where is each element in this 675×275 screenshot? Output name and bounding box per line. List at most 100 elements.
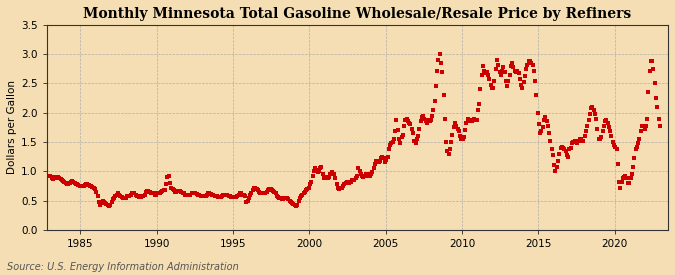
Point (419, 116, 430, 121)
Point (209, 194, 220, 198)
Point (241, 200, 252, 205)
Point (431, 84, 441, 89)
Point (616, 180, 627, 184)
Point (508, 65, 519, 69)
Point (605, 129, 616, 134)
Point (624, 181, 634, 185)
Point (406, 127, 417, 131)
Point (54, 176, 65, 180)
Point (73, 183, 84, 188)
Point (433, 58, 444, 62)
Point (321, 176, 332, 180)
Point (408, 131, 418, 135)
Point (356, 174, 367, 178)
Point (169, 188, 180, 192)
Point (330, 176, 341, 180)
Point (592, 127, 603, 131)
Point (326, 170, 337, 175)
Point (593, 137, 604, 141)
Point (157, 188, 168, 193)
Point (539, 117, 549, 122)
Point (191, 192, 202, 196)
Point (199, 194, 210, 198)
Point (292, 203, 302, 207)
Point (360, 172, 371, 176)
Point (597, 129, 608, 134)
Point (342, 180, 352, 184)
Point (614, 180, 624, 184)
Point (334, 187, 345, 191)
Point (161, 182, 171, 186)
Point (582, 123, 593, 128)
Point (140, 189, 151, 194)
Point (261, 189, 272, 194)
Point (63, 182, 74, 186)
Point (429, 99, 440, 103)
Point (471, 117, 482, 122)
Point (267, 188, 277, 192)
Point (562, 153, 572, 157)
Point (315, 166, 325, 170)
Point (228, 195, 239, 199)
Point (252, 188, 263, 192)
Point (149, 192, 160, 197)
Point (179, 191, 190, 196)
Point (99, 199, 109, 204)
Point (95, 203, 105, 207)
Point (504, 72, 515, 77)
Point (533, 122, 544, 127)
Point (165, 181, 176, 185)
Point (392, 128, 403, 133)
Point (61, 181, 72, 186)
Point (254, 189, 265, 194)
Point (250, 185, 261, 190)
Point (167, 187, 178, 191)
Point (520, 74, 531, 79)
Point (124, 194, 135, 198)
Point (399, 123, 410, 128)
Point (648, 67, 659, 71)
Point (405, 122, 416, 127)
Point (494, 70, 505, 74)
Point (358, 175, 369, 179)
Point (293, 198, 304, 203)
Point (158, 188, 169, 192)
Point (558, 146, 568, 150)
Point (441, 140, 452, 144)
Point (595, 137, 605, 141)
Point (212, 194, 223, 199)
Point (152, 191, 163, 196)
Point (404, 121, 414, 125)
Point (64, 181, 75, 185)
Point (244, 195, 254, 200)
Point (533, 111, 543, 115)
Point (86, 184, 97, 189)
Point (362, 172, 373, 176)
Point (213, 195, 224, 199)
Point (343, 180, 354, 184)
Point (240, 194, 250, 198)
Point (641, 123, 651, 128)
Point (270, 191, 281, 196)
Point (353, 166, 364, 170)
Point (264, 187, 275, 191)
Point (513, 71, 524, 75)
Point (245, 192, 256, 197)
Point (454, 129, 464, 134)
Point (606, 134, 617, 138)
Point (278, 197, 289, 202)
Point (274, 195, 285, 200)
Point (300, 189, 310, 194)
Point (202, 192, 213, 197)
Point (483, 72, 493, 77)
Point (387, 140, 398, 144)
Point (524, 59, 535, 63)
Point (215, 195, 226, 199)
Point (475, 87, 486, 92)
Point (401, 116, 412, 121)
Point (634, 137, 645, 141)
Point (115, 194, 126, 198)
Point (166, 185, 177, 190)
Point (200, 194, 211, 198)
Point (51, 174, 62, 179)
